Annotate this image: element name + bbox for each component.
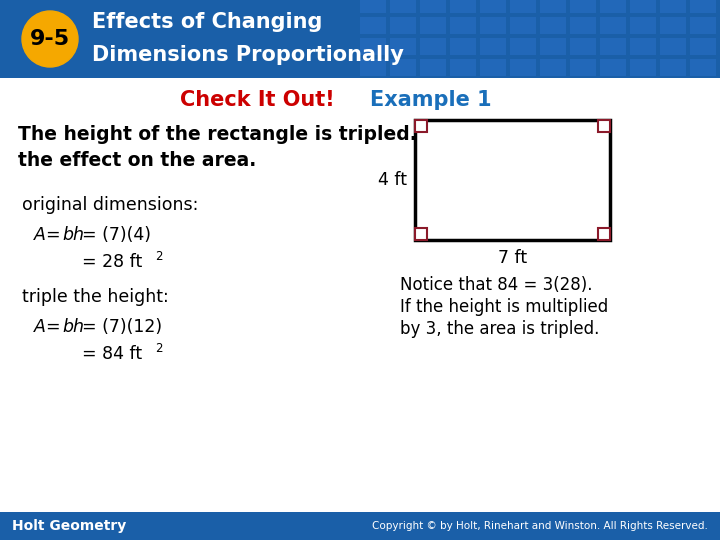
Bar — [450, 0, 476, 13]
Bar — [510, 38, 536, 55]
Bar — [390, 59, 416, 76]
Bar — [630, 17, 656, 34]
Bar — [598, 228, 610, 240]
Bar — [450, 38, 476, 55]
Bar — [540, 17, 566, 34]
Bar — [360, 17, 386, 34]
Bar — [690, 38, 716, 55]
Text: =: = — [46, 318, 66, 336]
Bar — [480, 59, 506, 76]
Text: triple the height:: triple the height: — [22, 288, 168, 306]
Bar — [510, 17, 536, 34]
Bar — [0, 512, 720, 540]
Text: bh: bh — [62, 226, 84, 244]
Bar — [360, 38, 386, 55]
Bar — [600, 38, 626, 55]
Text: the effect on the area.: the effect on the area. — [18, 152, 256, 171]
Bar — [390, 38, 416, 55]
Bar — [600, 17, 626, 34]
Bar — [630, 0, 656, 13]
Text: Check It Out!: Check It Out! — [180, 90, 335, 110]
Text: Notice that 84 = 3(28).: Notice that 84 = 3(28). — [400, 276, 593, 294]
Text: = 84 ft: = 84 ft — [82, 345, 142, 363]
Text: = 28 ft: = 28 ft — [82, 253, 143, 271]
Bar — [390, 17, 416, 34]
Bar — [420, 17, 446, 34]
Bar — [600, 59, 626, 76]
Text: = (7)(12): = (7)(12) — [82, 318, 162, 336]
Bar — [690, 0, 716, 13]
Text: Effects of Changing: Effects of Changing — [92, 12, 323, 32]
Text: If the height is multiplied: If the height is multiplied — [400, 298, 608, 316]
Bar — [450, 59, 476, 76]
Bar — [598, 120, 610, 132]
Text: 9-5: 9-5 — [30, 29, 70, 49]
Bar — [450, 17, 476, 34]
Bar — [360, 0, 386, 13]
Bar — [630, 38, 656, 55]
Bar — [510, 59, 536, 76]
Bar — [480, 38, 506, 55]
Bar — [510, 0, 536, 13]
Bar — [415, 120, 427, 132]
Text: = (7)(4): = (7)(4) — [82, 226, 151, 244]
Bar — [570, 59, 596, 76]
Bar — [600, 0, 626, 13]
Text: Holt Geometry: Holt Geometry — [12, 519, 126, 533]
Circle shape — [22, 11, 78, 67]
Text: The height of the rectangle is tripled.  Describe: The height of the rectangle is tripled. … — [18, 125, 523, 145]
Bar — [415, 120, 610, 240]
Text: Dimensions Proportionally: Dimensions Proportionally — [92, 45, 404, 65]
Bar — [660, 59, 686, 76]
Text: 4 ft: 4 ft — [378, 171, 407, 189]
Text: 2: 2 — [155, 249, 163, 262]
Text: by 3, the area is tripled.: by 3, the area is tripled. — [400, 320, 599, 338]
Bar — [690, 59, 716, 76]
Bar — [660, 0, 686, 13]
Bar — [570, 17, 596, 34]
Bar — [480, 17, 506, 34]
Bar — [690, 17, 716, 34]
Text: Copyright © by Holt, Rinehart and Winston. All Rights Reserved.: Copyright © by Holt, Rinehart and Winsto… — [372, 521, 708, 531]
Bar — [660, 17, 686, 34]
Bar — [390, 0, 416, 13]
Text: A: A — [34, 226, 46, 244]
Bar — [360, 59, 386, 76]
Bar — [415, 228, 427, 240]
Bar — [540, 0, 566, 13]
Bar — [420, 38, 446, 55]
Bar — [480, 0, 506, 13]
Bar — [540, 59, 566, 76]
Text: bh: bh — [62, 318, 84, 336]
Bar — [420, 59, 446, 76]
Text: A: A — [34, 318, 46, 336]
Text: 7 ft: 7 ft — [498, 249, 527, 267]
Text: 2: 2 — [155, 341, 163, 354]
Text: =: = — [46, 226, 66, 244]
Text: Example 1: Example 1 — [370, 90, 492, 110]
Bar — [630, 59, 656, 76]
Text: original dimensions:: original dimensions: — [22, 196, 199, 214]
Bar — [570, 0, 596, 13]
Bar — [540, 38, 566, 55]
Bar — [0, 0, 720, 78]
Bar — [570, 38, 596, 55]
Bar — [660, 38, 686, 55]
Bar — [420, 0, 446, 13]
